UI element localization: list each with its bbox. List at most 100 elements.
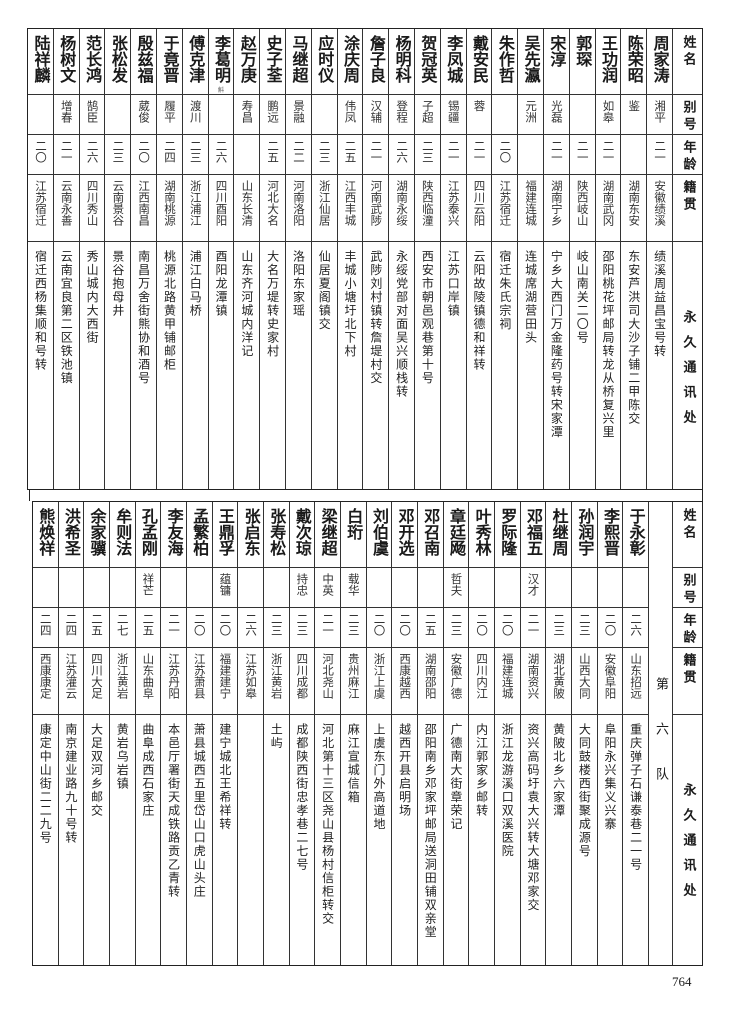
person-native: 江苏宿迁 [498,180,513,226]
cell-alias [494,568,520,608]
person-name: 罗际隆 [498,508,518,556]
alias-text-wrap: 鹏远 [266,100,280,123]
age-text-wrap: 二三 [449,613,463,636]
cell-name: 应时仪 [311,29,337,95]
person-alias: 鹄臣 [85,100,100,123]
cell-address: 黄岩乌岩镇 [110,715,135,965]
name-text-wrap: 叶秀林 [472,508,492,556]
alias-text-wrap: 伟凤 [344,100,358,123]
header-label-age: 年龄 [680,613,696,647]
cell-name: 范长鸿 [79,29,105,95]
address-text-wrap: 江苏口岸镇 [446,250,460,318]
cell-age: 二〇 [469,608,494,648]
person-native: 云南永善 [59,180,74,226]
name-text-wrap: 洪希圣 [61,508,81,556]
age-text-wrap: 二一 [601,140,616,163]
address-text-wrap: 浙江龙游溪口双溪医院 [500,723,514,858]
person-column: 郭琛 二一 陕西岐山 岐山南关二〇号 [568,29,595,489]
person-column: 傅克津 渡川 二三 浙江浦江 浦江白马桥 [181,29,208,489]
cell-address: 大名万堤转史家村 [260,242,285,489]
age-text-wrap: 二〇 [603,613,617,636]
native-text-wrap: 江苏萧县 [192,653,207,699]
native-text-wrap: 山东曲阜 [141,653,155,699]
person-column: 叶秀林 二〇 四川内江 内江郭家乡邮转 [468,502,494,965]
name-text-wrap: 应时仪 [314,35,334,83]
cell-native: 江西南昌 [131,175,157,242]
age-text-wrap: 二一 [550,140,564,163]
person-column: 杨明科 登程 二六 湖南永绥 永绥党部对面吴兴顺栈转 [388,29,415,489]
cell-address: 广德南大街章荣记 [444,715,469,965]
cell-name: 白珩 [340,502,366,568]
cell-alias: 子超 [415,95,440,135]
cell-native: 江苏宿迁 [492,175,518,242]
name-text-wrap: 刘伯虞 [369,508,389,556]
native-text-wrap: 云南景谷 [111,180,125,226]
address-text-wrap: 南昌万舍街熊协和酒号 [137,250,151,385]
cell-address: 宿迁西杨集顺和号转 [28,242,53,489]
person-age: 二六 [629,613,644,636]
cell-address: 西安市朝邑观巷第十号 [415,242,440,489]
person-native: 湖南宁乡 [549,180,564,226]
person-age: 二五 [90,613,105,636]
address-text-wrap: 重庆弹子石谦泰巷二一号 [629,723,643,872]
person-name: 孙润宇 [575,508,595,556]
name-text-wrap: 罗际隆 [497,508,517,556]
name-text-wrap: 于竟晋 [159,35,179,83]
alias-text-wrap: 哲夫 [449,573,463,596]
person-age: 二一 [321,613,336,636]
person-column: 殷兹福 葳俊 二〇 江西南昌 南昌万舍街熊协和酒号 [130,29,157,489]
native-text-wrap: 河北尧山 [321,653,335,699]
age-text-wrap: 二〇 [137,140,151,163]
person-column: 邓召南 二五 湖南邵阳 邵阳南乡邓家坪邮局送洞田铺双亲堂 [416,502,443,965]
native-text-wrap: 江西南昌 [137,180,151,226]
cell-age: 二六 [389,135,415,175]
person-native: 江苏萧县 [192,653,207,699]
cell-alias: 寿昌 [234,95,260,135]
address-text-wrap: 大同鼓楼西街聚成源号 [577,723,591,858]
address-text-wrap: 景谷抱母井 [111,250,125,318]
name-text-wrap: 贺冠英 [417,35,437,83]
cell-native: 西康康定 [32,648,58,715]
person-column: 詹子良 汉辅 二一 河南武陟 武陟刘村镇转詹堤村交 [362,29,389,489]
team-label-column: 第六队 [648,502,672,965]
cell-alias: 渡川 [182,95,208,135]
cell-address: 云南宜良第二区铁池镇 [54,242,79,489]
cell-alias [84,568,109,608]
address-text-wrap: 黄岩乌岩镇 [115,723,129,791]
person-age: 二一 [601,140,616,163]
person-address: 河北第十三区尧山县杨村信柜转交 [320,723,335,926]
cell-native: 江苏如皋 [238,648,263,715]
cell-name: 傅克津 [182,29,208,95]
address-text-wrap: 河北第十三区尧山县杨村信柜转交 [321,723,335,926]
person-name: 戴安民 [470,35,490,83]
cell-alias [571,568,597,608]
native-text-wrap: 西康康定 [39,653,53,699]
header-cell-age: 年龄 [673,135,702,175]
cell-age: 二六 [79,135,105,175]
person-column: 李熙晋 二〇 安徽阜阳 阜阳永兴集义兴寨 [596,502,623,965]
alias-text-wrap: 光磊 [550,100,564,123]
name-text-wrap: 李凤城 [443,35,463,83]
cell-name: 涂庆周 [337,29,363,95]
person-native: 山东长清 [240,180,255,226]
native-text-wrap: 江苏灌云 [64,653,78,699]
age-text-wrap: 二一 [447,140,461,163]
person-age: 二五 [423,613,438,636]
cell-age: 二四 [157,135,182,175]
cell-native: 山东长清 [234,175,260,242]
person-name: 孟繁柏 [190,508,210,556]
person-alias: 子超 [420,100,435,123]
cell-alias [186,568,212,608]
cell-address: 建宁城北王希祥转 [213,715,238,965]
native-text-wrap: 江苏宿迁 [498,180,513,226]
native-text-wrap: 湖南资兴 [526,653,540,699]
cell-age: 二五 [84,608,109,648]
person-name: 殷兹福 [134,35,154,83]
cell-name: 邓召南 [417,502,443,568]
address-text-wrap: 云阳故陵镇德和祥转 [472,250,486,372]
header-column: 姓名 别号 年龄 籍贯 永久通讯处 [672,29,702,489]
address-text-wrap: 康定中山街二二九号 [38,723,52,845]
person-address: 邵阳南乡邓家坪邮局送洞田铺双亲堂 [423,723,438,939]
person-column: 孔孟刚 祥芒 二五 山东曲阜 曲阜成西石家庄 [134,502,161,965]
cell-address: 东安芦洪司大沙子铺二甲陈交 [621,242,646,489]
